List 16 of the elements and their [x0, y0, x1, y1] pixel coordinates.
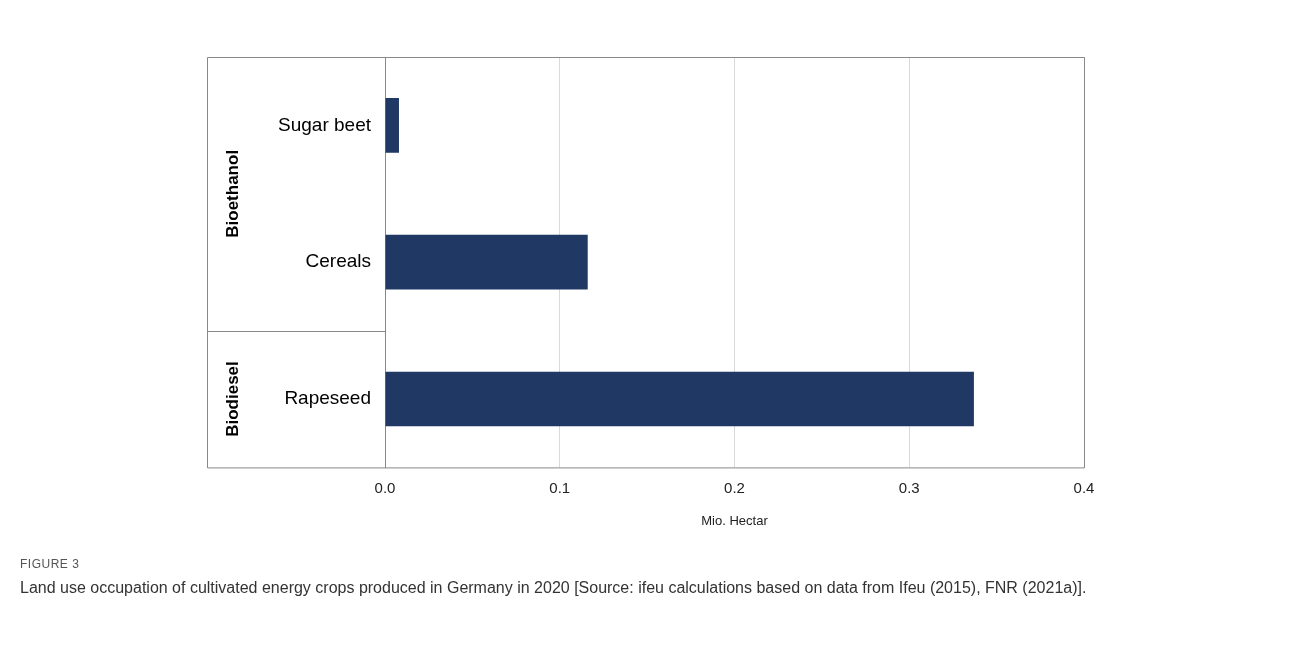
y-tick-label: Rapeseed — [284, 387, 371, 409]
y-tick-label: Sugar beet — [278, 113, 372, 135]
x-axis-title: Mio. Hectar — [701, 512, 769, 528]
x-tick-label: 0.0 — [374, 478, 396, 496]
text: FIGURE 3 — [20, 557, 81, 571]
bar — [385, 234, 588, 290]
y-tick-label: Cereals — [305, 250, 371, 272]
x-tick-label: 0.1 — [549, 478, 571, 496]
text: Biodiesel — [222, 361, 242, 437]
bar — [385, 98, 399, 153]
text: Land use occupation of cultivated energy crops produced in Germany in 2020 [Source: ifeu calculations based on data from Ifeu (2015), FNR (2021a)]. — [20, 578, 1088, 598]
x-tick-label: 0.3 — [898, 478, 920, 496]
bar — [385, 371, 974, 427]
text: Bioethanol — [222, 149, 242, 238]
x-tick-label: 0.4 — [1073, 478, 1095, 496]
x-tick-label: 0.2 — [724, 478, 745, 496]
